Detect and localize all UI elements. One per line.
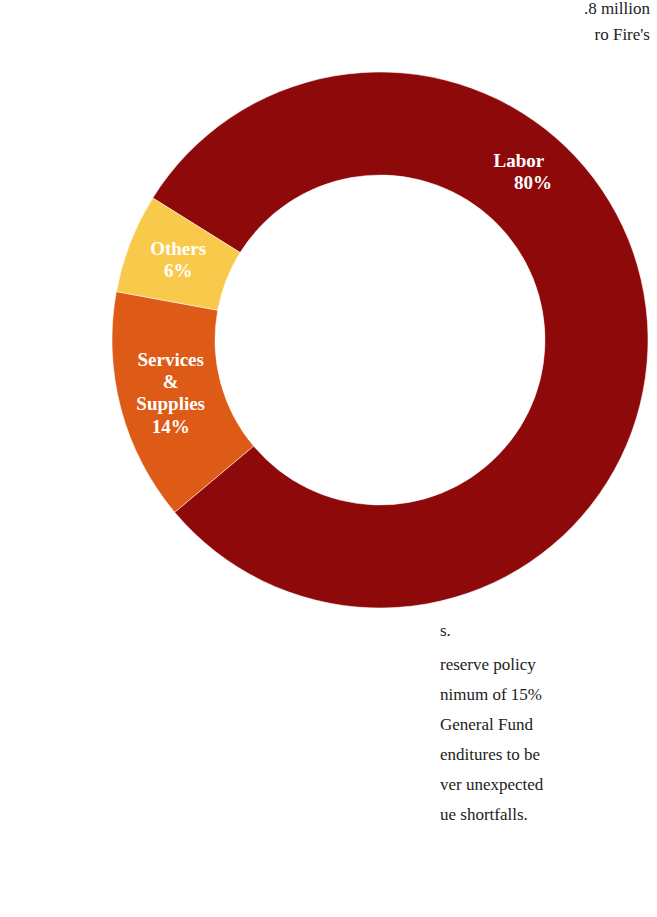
data-label: 6% <box>164 260 193 281</box>
slice-name-line: Others <box>150 238 206 259</box>
slice-name-line: Labor <box>494 150 545 171</box>
slice-name-line: Services <box>137 350 203 371</box>
document-text: .8 million ro Fire's s. reserve policy nimum… <box>440 0 650 824</box>
slice <box>153 72 648 608</box>
slice <box>112 292 254 513</box>
slice-name-line: Supplies <box>136 394 205 415</box>
chart: Labor80% Services&Supplies14% Others6% .8 m… <box>0 0 657 917</box>
body-text: ver unexpected <box>440 775 544 794</box>
slices <box>112 72 648 608</box>
body-text: reserve policy <box>440 655 536 674</box>
data-label: 14% <box>152 416 190 437</box>
body-text: nimum of 15% <box>440 685 542 704</box>
slice-labels: Labor80% Services&Supplies14% Others6% <box>136 150 552 436</box>
slice <box>116 198 240 310</box>
body-text: .8 million <box>584 0 651 18</box>
body-text: ue shortfalls. <box>440 805 528 824</box>
data-label: 80% <box>514 172 552 193</box>
body-text: ro Fire's <box>595 25 650 44</box>
slice-name: Others <box>150 238 206 259</box>
body-text: enditures to be <box>440 745 540 764</box>
body-text: s. <box>440 621 451 640</box>
slice-name: Labor <box>494 150 545 171</box>
slice-name: Services&Supplies <box>136 350 205 415</box>
slice-name-line: & <box>163 372 179 393</box>
body-text: General Fund <box>440 715 534 734</box>
